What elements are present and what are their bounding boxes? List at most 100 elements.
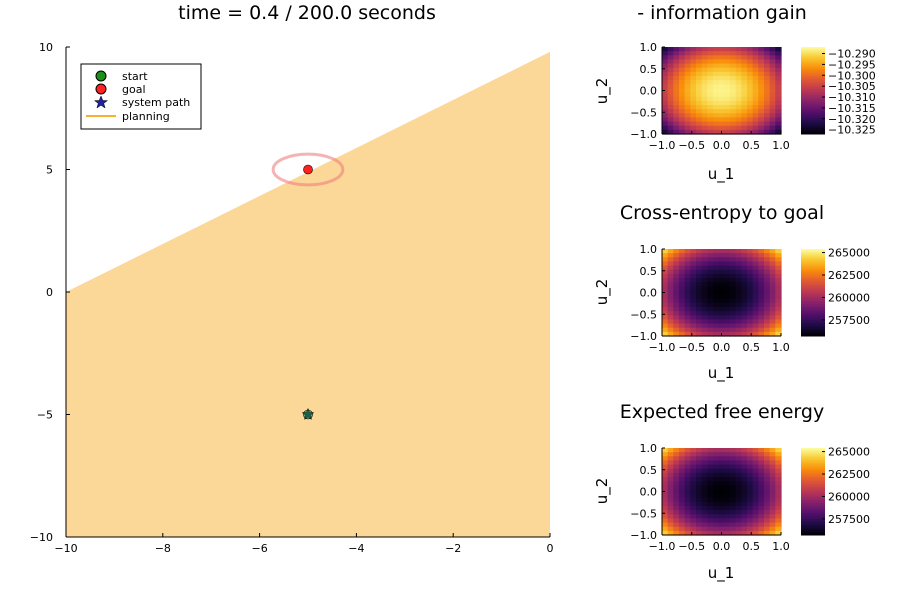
heatmap-cell [713, 489, 720, 495]
heatmap-cell [769, 261, 776, 267]
colorbar-tick-label: 260000 [828, 291, 870, 304]
heatmap-cell [752, 493, 759, 499]
heatmap-cell [684, 63, 691, 69]
heatmap-cell [696, 92, 703, 98]
heatmap-cell [758, 522, 765, 528]
heatmap-cell [769, 485, 776, 491]
heatmap-cell [747, 298, 754, 304]
heatmap-cell [758, 88, 765, 94]
heatmap-cell [747, 51, 754, 56]
heatmap-cell [769, 489, 776, 495]
heatmap-cell [673, 71, 680, 77]
heatmap-cell [775, 261, 782, 267]
heatmap-cell [775, 282, 782, 287]
colorbar-step [801, 530, 825, 533]
heatmap-cell [747, 121, 754, 127]
heatmap-cell [718, 477, 725, 482]
heatmap-cell [696, 265, 703, 271]
heatmap-cell [730, 47, 737, 52]
heatmap-cell [696, 327, 703, 333]
heatmap-cell [769, 522, 776, 528]
heatmap-cell [684, 506, 691, 511]
cross-entropy-xlabel: u_1 [708, 364, 735, 383]
heatmap-cell [769, 253, 776, 258]
heatmap-cell [747, 109, 754, 114]
heatmap-cell [730, 448, 737, 453]
heatmap-x-tick-label: 1.0 [772, 139, 790, 152]
heatmap-cell [764, 327, 771, 333]
heatmap-cell [713, 261, 720, 267]
heatmap-cell [769, 315, 776, 321]
heatmap-cell [741, 249, 748, 254]
heatmap-cell [747, 506, 754, 511]
heatmap-cell [730, 315, 737, 321]
heatmap-cell [769, 84, 776, 90]
heatmap-cell [764, 530, 771, 536]
heatmap-cell [735, 278, 742, 283]
heatmap-x-tick-label: −0.5 [678, 341, 705, 354]
heatmap-cell [696, 51, 703, 56]
heatmap-cell [690, 331, 697, 337]
colorbar-step [801, 58, 825, 61]
heatmap-cell [758, 506, 765, 511]
heatmap-cell [752, 315, 759, 321]
heatmap-cell [741, 501, 748, 507]
colorbar-step [801, 273, 825, 276]
heatmap-cell [764, 67, 771, 73]
heatmap-cell [707, 286, 714, 292]
legend-system-path-label: system path [122, 96, 190, 109]
heatmap-cell [684, 481, 691, 486]
heatmap-cell [718, 96, 725, 102]
heatmap-cell [667, 510, 674, 515]
heatmap-y-tick-label: 1.0 [640, 243, 658, 256]
heatmap-cell [696, 481, 703, 486]
heatmap-cell [758, 323, 765, 329]
colorbar-step [801, 73, 825, 76]
colorbar-step [801, 487, 825, 490]
heatmap-cell [684, 249, 691, 254]
colorbar-step [801, 299, 825, 302]
colorbar-step [801, 324, 825, 327]
heatmap-cell [684, 265, 691, 271]
colorbar-step [801, 275, 825, 278]
heatmap-cell [696, 510, 703, 515]
heatmap-cell [718, 105, 725, 110]
heatmap-cell [690, 265, 697, 271]
heatmap-cell [741, 105, 748, 110]
heatmap-cell [662, 51, 669, 56]
heatmap-cell [747, 113, 754, 119]
colorbar-step [801, 94, 825, 97]
heatmap-cell [679, 129, 686, 135]
heatmap-cell [769, 71, 776, 77]
colorbar-step [801, 87, 825, 90]
heatmap-cell [696, 257, 703, 263]
heatmap-cell [735, 493, 742, 499]
heatmap-cell [741, 298, 748, 304]
heatmap-cell [735, 55, 742, 61]
heatmap-cell [718, 76, 725, 81]
heatmap-cell [662, 501, 669, 507]
heatmap-cell [735, 477, 742, 482]
heatmap-cell [662, 319, 669, 325]
heatmap-cell [679, 80, 686, 85]
colorbar-step [801, 49, 825, 52]
heatmap-cell [724, 286, 731, 292]
heatmap-cell [724, 290, 731, 296]
heatmap-cell [758, 125, 765, 131]
heatmap-cell [735, 47, 742, 52]
heatmap-cell [741, 100, 748, 106]
heatmap-cell [764, 460, 771, 466]
heatmap-cell [775, 501, 782, 507]
heatmap-cell [764, 80, 771, 85]
heatmap-cell [718, 121, 725, 127]
heatmap-cell [701, 485, 708, 491]
heatmap-cell [741, 51, 748, 56]
heatmap-cell [747, 485, 754, 491]
heatmap-cell [673, 129, 680, 135]
heatmap-cell [718, 510, 725, 515]
heatmap-cell [764, 477, 771, 482]
heatmap-cell [713, 501, 720, 507]
heatmap-cell [758, 485, 765, 491]
heatmap-cell [730, 514, 737, 520]
